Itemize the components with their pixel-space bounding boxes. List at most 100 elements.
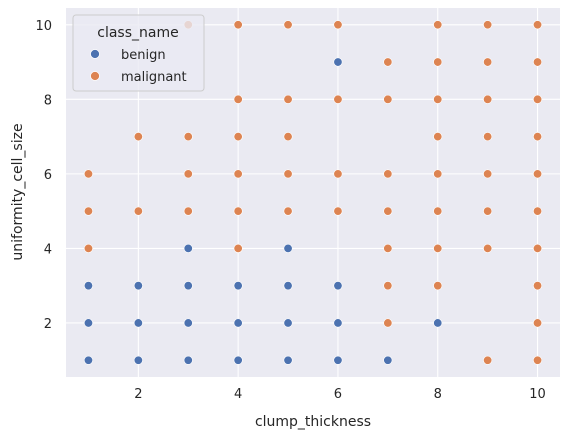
legend: class_name benign malignant bbox=[72, 14, 205, 92]
point-malignant bbox=[183, 206, 193, 216]
point-benign bbox=[333, 318, 343, 328]
point-malignant bbox=[533, 206, 543, 216]
point-malignant bbox=[483, 132, 493, 142]
legend-marker-malignant bbox=[90, 71, 100, 81]
point-benign bbox=[233, 318, 243, 328]
point-benign bbox=[83, 281, 93, 291]
point-malignant bbox=[383, 206, 393, 216]
point-malignant bbox=[183, 169, 193, 179]
point-malignant bbox=[333, 94, 343, 104]
legend-marker-benign bbox=[90, 49, 100, 59]
point-benign bbox=[383, 355, 393, 365]
y-tick-label: 8 bbox=[44, 93, 52, 108]
legend-label-malignant: malignant bbox=[121, 70, 187, 85]
point-malignant bbox=[283, 132, 293, 142]
point-malignant bbox=[283, 206, 293, 216]
x-tick-labels: 2 4 6 8 10 bbox=[134, 387, 546, 402]
point-malignant bbox=[483, 20, 493, 30]
x-tick-label: 4 bbox=[234, 387, 242, 402]
point-malignant bbox=[333, 206, 343, 216]
point-benign bbox=[233, 281, 243, 291]
point-malignant bbox=[283, 169, 293, 179]
point-malignant bbox=[233, 206, 243, 216]
point-malignant bbox=[433, 132, 443, 142]
point-malignant bbox=[533, 20, 543, 30]
point-malignant bbox=[383, 169, 393, 179]
point-malignant bbox=[83, 243, 93, 253]
point-malignant bbox=[533, 318, 543, 328]
point-malignant bbox=[433, 169, 443, 179]
point-malignant bbox=[283, 94, 293, 104]
point-benign bbox=[283, 355, 293, 365]
point-malignant bbox=[433, 20, 443, 30]
point-malignant bbox=[333, 169, 343, 179]
point-benign bbox=[283, 318, 293, 328]
point-benign bbox=[283, 243, 293, 253]
point-benign bbox=[333, 57, 343, 67]
point-benign bbox=[133, 281, 143, 291]
y-axis-title: uniformity_cell_size bbox=[10, 123, 26, 260]
point-benign bbox=[433, 318, 443, 328]
point-malignant bbox=[483, 243, 493, 253]
point-malignant bbox=[233, 169, 243, 179]
y-tick-label: 6 bbox=[44, 168, 52, 183]
point-benign bbox=[233, 355, 243, 365]
point-malignant bbox=[433, 243, 443, 253]
x-tick-label: 6 bbox=[334, 387, 342, 402]
point-malignant bbox=[83, 169, 93, 179]
point-malignant bbox=[383, 243, 393, 253]
point-benign bbox=[183, 243, 193, 253]
x-tick-label: 10 bbox=[529, 387, 546, 402]
point-benign bbox=[283, 281, 293, 291]
point-benign bbox=[83, 318, 93, 328]
y-tick-label: 2 bbox=[44, 317, 52, 332]
point-malignant bbox=[433, 94, 443, 104]
point-benign bbox=[83, 355, 93, 365]
y-tick-labels: 2 4 6 8 10 bbox=[35, 19, 52, 332]
legend-title: class_name bbox=[97, 25, 178, 41]
point-malignant bbox=[283, 20, 293, 30]
point-malignant bbox=[533, 281, 543, 291]
point-benign bbox=[333, 281, 343, 291]
point-benign bbox=[133, 318, 143, 328]
point-malignant bbox=[533, 169, 543, 179]
point-benign bbox=[133, 355, 143, 365]
point-malignant bbox=[233, 20, 243, 30]
point-benign bbox=[333, 355, 343, 365]
point-malignant bbox=[233, 243, 243, 253]
grid-lines bbox=[66, 8, 560, 377]
point-malignant bbox=[383, 318, 393, 328]
x-tick-label: 8 bbox=[434, 387, 442, 402]
x-tick-label: 2 bbox=[134, 387, 142, 402]
point-malignant bbox=[533, 132, 543, 142]
point-malignant bbox=[233, 94, 243, 104]
point-malignant bbox=[333, 20, 343, 30]
point-malignant bbox=[483, 355, 493, 365]
y-tick-label: 4 bbox=[44, 242, 52, 257]
point-malignant bbox=[433, 57, 443, 67]
point-malignant bbox=[83, 206, 93, 216]
point-malignant bbox=[533, 243, 543, 253]
y-tick-label: 10 bbox=[35, 19, 52, 34]
point-malignant bbox=[483, 206, 493, 216]
point-malignant bbox=[483, 57, 493, 67]
legend-box bbox=[72, 14, 205, 92]
x-axis-title: clump_thickness bbox=[255, 414, 371, 430]
point-malignant bbox=[533, 355, 543, 365]
point-malignant bbox=[533, 94, 543, 104]
point-benign bbox=[183, 355, 193, 365]
point-malignant bbox=[533, 57, 543, 67]
point-malignant bbox=[133, 206, 143, 216]
point-malignant bbox=[483, 169, 493, 179]
point-malignant bbox=[383, 281, 393, 291]
point-malignant bbox=[133, 132, 143, 142]
point-malignant bbox=[183, 132, 193, 142]
point-malignant bbox=[383, 94, 393, 104]
point-malignant bbox=[433, 206, 443, 216]
point-malignant bbox=[433, 281, 443, 291]
legend-label-benign: benign bbox=[121, 48, 166, 63]
data-points bbox=[83, 20, 543, 365]
point-malignant bbox=[233, 132, 243, 142]
point-benign bbox=[183, 318, 193, 328]
